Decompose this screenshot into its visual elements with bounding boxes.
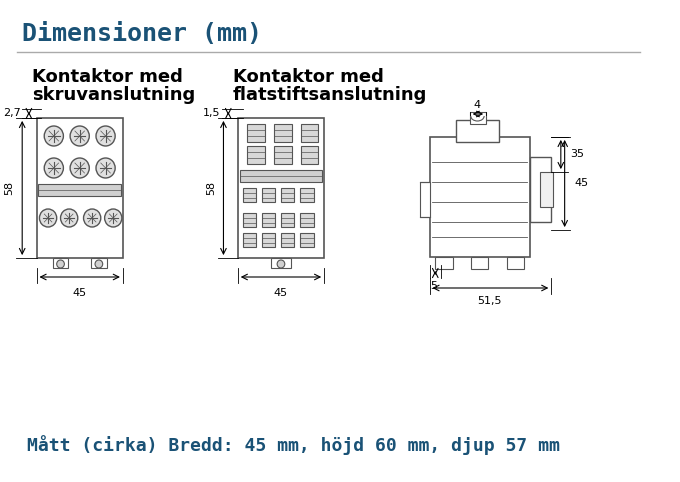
Circle shape bbox=[96, 126, 115, 146]
Bar bbox=[281, 233, 294, 247]
Text: 1,5: 1,5 bbox=[203, 108, 220, 118]
Text: 58: 58 bbox=[206, 181, 216, 195]
Circle shape bbox=[39, 209, 56, 227]
Circle shape bbox=[105, 209, 122, 227]
Bar bbox=[271, 258, 290, 268]
Text: 35: 35 bbox=[571, 149, 584, 159]
Bar bbox=[420, 182, 430, 217]
Bar bbox=[301, 124, 318, 142]
Bar bbox=[530, 157, 551, 222]
Bar bbox=[91, 258, 107, 268]
Text: Mått (cirka) Bredd: 45 mm, höjd 60 mm, djup 57 mm: Mått (cirka) Bredd: 45 mm, höjd 60 mm, d… bbox=[27, 435, 560, 455]
Bar bbox=[248, 146, 265, 164]
Bar bbox=[301, 146, 318, 164]
Circle shape bbox=[44, 158, 63, 178]
Circle shape bbox=[277, 260, 285, 268]
Bar bbox=[248, 124, 265, 142]
Text: Dimensioner (mm): Dimensioner (mm) bbox=[22, 22, 262, 46]
Circle shape bbox=[44, 126, 63, 146]
Text: Kontaktor med: Kontaktor med bbox=[233, 68, 384, 86]
Text: 45: 45 bbox=[73, 288, 87, 298]
Bar bbox=[240, 170, 322, 182]
Bar bbox=[238, 118, 324, 258]
Circle shape bbox=[84, 209, 101, 227]
Text: Kontaktor med: Kontaktor med bbox=[32, 68, 183, 86]
Bar bbox=[540, 172, 553, 207]
Bar bbox=[39, 184, 121, 196]
Bar bbox=[53, 258, 68, 268]
Bar bbox=[471, 257, 488, 269]
Text: skruvanslutning: skruvanslutning bbox=[32, 86, 195, 104]
Text: 45: 45 bbox=[574, 178, 588, 188]
Bar bbox=[262, 233, 275, 247]
Bar bbox=[470, 112, 486, 124]
Circle shape bbox=[70, 126, 89, 146]
Bar bbox=[435, 257, 452, 269]
Bar bbox=[37, 118, 123, 258]
Circle shape bbox=[96, 158, 115, 178]
Circle shape bbox=[70, 158, 89, 178]
Bar bbox=[274, 124, 292, 142]
Circle shape bbox=[61, 209, 78, 227]
Bar bbox=[274, 146, 292, 164]
Bar bbox=[243, 213, 256, 227]
Text: 5: 5 bbox=[430, 281, 437, 291]
Bar bbox=[300, 213, 313, 227]
Text: 2,7: 2,7 bbox=[3, 108, 21, 118]
Bar bbox=[300, 233, 313, 247]
Text: 51,5: 51,5 bbox=[477, 296, 502, 306]
Bar bbox=[300, 188, 313, 202]
Bar bbox=[262, 188, 275, 202]
Bar bbox=[507, 257, 524, 269]
Bar bbox=[430, 137, 530, 257]
Text: 4: 4 bbox=[474, 100, 481, 110]
Text: 58: 58 bbox=[5, 181, 14, 195]
Circle shape bbox=[56, 260, 65, 268]
Circle shape bbox=[95, 260, 103, 268]
Bar bbox=[456, 120, 500, 142]
Text: 45: 45 bbox=[274, 288, 288, 298]
Bar bbox=[262, 213, 275, 227]
Bar bbox=[243, 233, 256, 247]
Bar bbox=[243, 188, 256, 202]
Bar bbox=[281, 188, 294, 202]
Bar bbox=[281, 213, 294, 227]
Text: flatstiftsanslutning: flatstiftsanslutning bbox=[233, 86, 428, 104]
